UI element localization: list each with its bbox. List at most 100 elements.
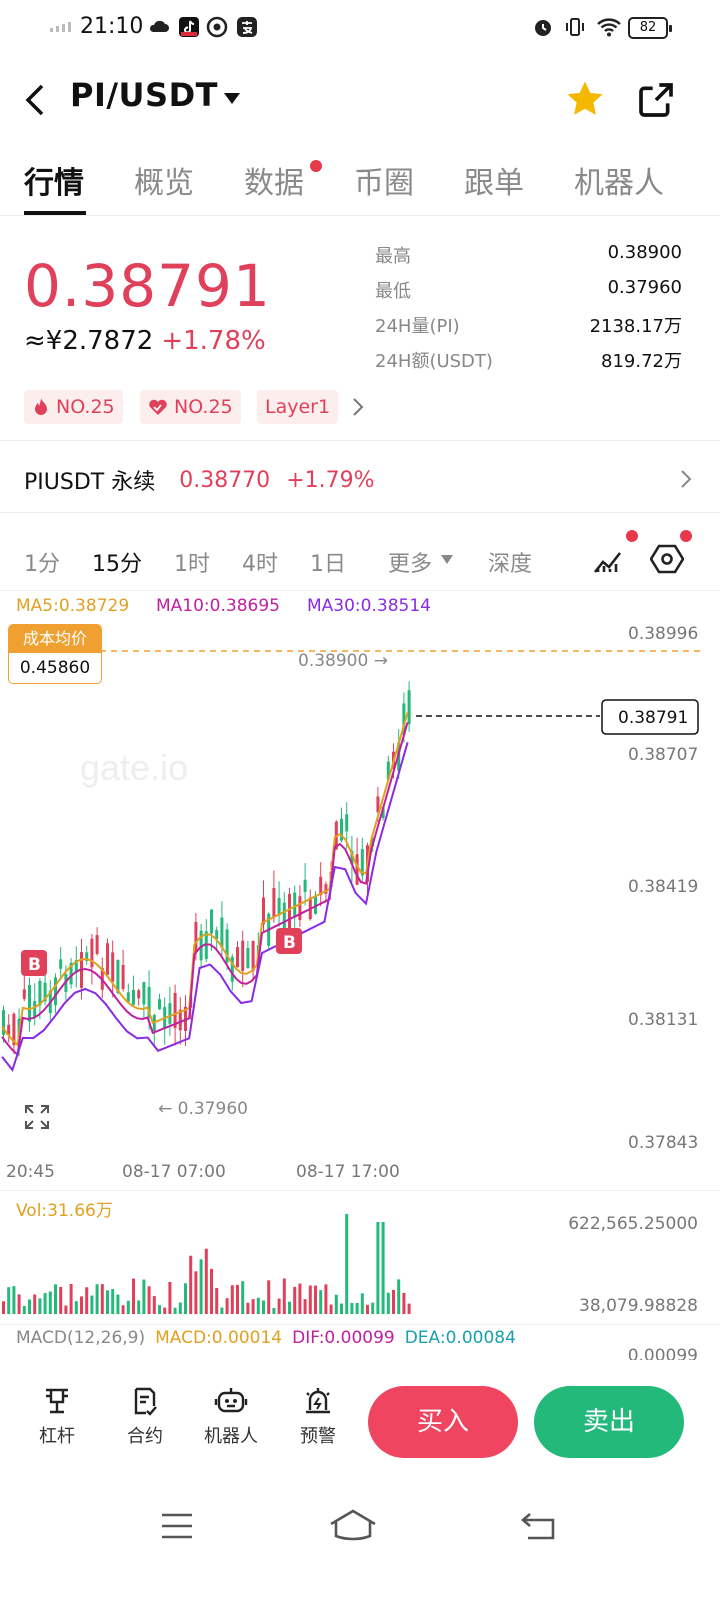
volume-bar <box>54 1284 57 1314</box>
sub-price-row: ≈¥2.7872 +1.78% <box>24 326 266 356</box>
contract-label: 合约 <box>127 1426 163 1447</box>
chevron-right-icon[interactable] <box>350 396 366 418</box>
divider <box>0 1190 720 1191</box>
volume-bar <box>345 1214 349 1314</box>
volume-bar <box>371 1302 375 1314</box>
price-axis-label: 0.38996 <box>628 624 698 644</box>
volume-bar <box>100 1284 104 1314</box>
volume-bar <box>350 1303 354 1314</box>
tab-community[interactable]: 币圈 <box>354 166 414 201</box>
volume-bar <box>38 1298 42 1314</box>
volume-bar <box>142 1279 146 1314</box>
rank-tag-like[interactable]: NO.25 <box>140 390 241 424</box>
volume-bar <box>314 1285 317 1314</box>
volume-bar <box>329 1304 333 1314</box>
tab-bot[interactable]: 机器人 <box>574 166 664 201</box>
interval-1h[interactable]: 1时 <box>174 552 210 577</box>
sell-button[interactable]: 卖出 <box>534 1386 684 1458</box>
volume-bar <box>251 1299 255 1314</box>
volume-bar <box>147 1286 151 1314</box>
contract-button[interactable]: 合约 <box>110 1386 180 1448</box>
volume-label: Vol:31.66万 <box>16 1201 113 1221</box>
high-annotation: 0.38900 → <box>298 651 388 671</box>
volume-bar <box>199 1259 203 1314</box>
caret-down-icon[interactable] <box>222 90 242 106</box>
home-icon[interactable] <box>328 1508 378 1542</box>
volume-bar <box>152 1296 156 1314</box>
interval-1m[interactable]: 1分 <box>24 552 60 577</box>
volume-bar <box>137 1300 141 1314</box>
stat-value: 0.37960 <box>607 277 682 298</box>
vibrate-icon <box>566 18 584 36</box>
candle <box>407 690 411 725</box>
interval-depth[interactable]: 深度 <box>488 552 533 577</box>
interval-15m[interactable]: 15分 <box>92 552 142 577</box>
tag-label: Layer1 <box>265 396 331 418</box>
alipay-icon <box>237 17 257 37</box>
stat-label: 24H额(USDT) <box>375 351 493 372</box>
bot-button[interactable]: 机器人 <box>196 1386 266 1448</box>
share-icon[interactable] <box>636 80 676 120</box>
candle <box>241 940 245 971</box>
rank-tag-hot[interactable]: NO.25 <box>24 390 123 424</box>
buy-button[interactable]: 买入 <box>368 1386 518 1458</box>
tab-data[interactable]: 数据 <box>244 166 304 201</box>
interval-1d[interactable]: 1日 <box>310 552 346 577</box>
pair-title[interactable]: PI/USDT <box>70 76 218 114</box>
ma5-label: MA5:0.38729 <box>16 596 130 616</box>
interval-4h[interactable]: 4时 <box>242 552 278 577</box>
candle <box>314 895 317 914</box>
volume-bar <box>267 1280 271 1314</box>
indicator-chart-icon[interactable] <box>592 544 624 576</box>
time-axis-label: 08-17 17:00 <box>296 1162 400 1182</box>
heart-icon <box>149 399 167 415</box>
tab-copy-trading[interactable]: 跟单 <box>464 166 524 201</box>
volume-bar <box>376 1222 380 1314</box>
buy-marker[interactable] <box>21 950 47 976</box>
volume-bar <box>319 1290 323 1314</box>
volume-bar <box>293 1286 297 1314</box>
back-nav-icon[interactable] <box>520 1510 558 1542</box>
volume-bar <box>355 1302 359 1314</box>
candle <box>158 999 161 1010</box>
category-tag[interactable]: Layer1 <box>257 390 339 424</box>
alarm-icon <box>535 20 551 36</box>
fullscreen-icon[interactable] <box>25 1105 49 1129</box>
alert-button[interactable]: 预警 <box>283 1386 353 1448</box>
volume-min-label: 38,079.98828 <box>579 1296 698 1316</box>
buy-marker[interactable] <box>276 928 302 954</box>
volume-bar <box>90 1295 94 1314</box>
volume-bar <box>360 1293 364 1314</box>
candle <box>381 807 385 819</box>
leverage-button[interactable]: 杠杆 <box>22 1386 92 1448</box>
tab-market[interactable]: 行情 <box>24 166 84 201</box>
buy-marker-label: B <box>283 933 296 953</box>
candlestick-chart[interactable]: gate.io 0.38996 0.38707 0.38419 0.38131 … <box>0 620 720 1190</box>
volume-bar <box>220 1307 224 1314</box>
interval-more[interactable]: 更多 <box>388 552 433 577</box>
candle <box>142 982 146 1005</box>
leverage-label: 杠杆 <box>39 1426 75 1447</box>
candle <box>246 947 250 969</box>
menu-icon[interactable] <box>160 1512 194 1540</box>
ma5-line <box>1 712 409 1047</box>
settings-hex-icon[interactable] <box>650 542 684 576</box>
volume-bar <box>126 1300 130 1314</box>
perpetual-row[interactable]: PIUSDT 永续 0.38770 +1.79% <box>24 455 694 505</box>
favorite-star-icon[interactable] <box>564 78 606 120</box>
macd-params: MACD(12,26,9) <box>16 1328 146 1348</box>
back-arrow-icon[interactable] <box>22 82 48 118</box>
candle <box>33 1001 37 1018</box>
stat-value: 819.72万 <box>601 351 682 372</box>
volume-bar <box>74 1301 78 1314</box>
volume-bar <box>59 1286 63 1314</box>
candle <box>355 854 359 885</box>
macd-value: MACD:0.00014 <box>155 1328 283 1348</box>
candle <box>168 1003 172 1024</box>
notification-dot <box>626 530 638 542</box>
volume-bar <box>303 1299 307 1314</box>
volume-chart <box>2 1214 411 1314</box>
volume-bar <box>282 1278 286 1314</box>
volume-bar <box>33 1294 37 1314</box>
tab-overview[interactable]: 概览 <box>134 166 194 201</box>
